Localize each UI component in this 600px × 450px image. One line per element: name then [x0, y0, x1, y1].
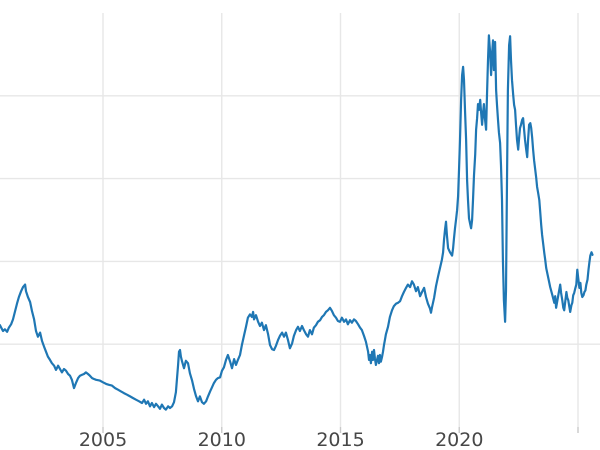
x-axis: 2005 2010 2015 2020 [79, 427, 579, 450]
series-layer [0, 34, 594, 411]
x-tick-label: 2020 [435, 429, 483, 450]
x-tick-label: 2015 [316, 429, 364, 450]
x-tick-label: 2010 [198, 429, 246, 450]
x-tick-label: 2005 [79, 429, 127, 450]
grid-layer [0, 13, 600, 427]
price-series [0, 34, 594, 411]
